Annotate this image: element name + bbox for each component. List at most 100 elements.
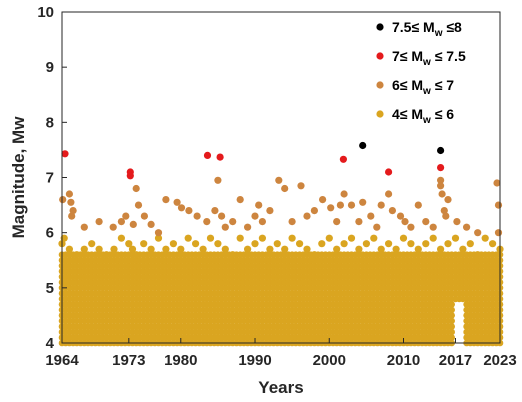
point-6-7 xyxy=(401,218,409,226)
point-6-7 xyxy=(80,223,88,231)
x-tick-label: 2000 xyxy=(313,352,346,369)
point-6-7 xyxy=(211,207,219,215)
legend-marker xyxy=(376,81,384,89)
point-6-7 xyxy=(255,201,263,209)
point-6-7 xyxy=(444,196,452,204)
point-4-6 xyxy=(162,245,170,253)
point-6-7 xyxy=(275,176,283,184)
point-4-6 xyxy=(448,334,456,341)
point-6-7 xyxy=(129,220,137,228)
point-4-6 xyxy=(266,245,274,253)
point-6-7 xyxy=(193,212,201,220)
point-4-6 xyxy=(169,240,177,248)
point-6-7 xyxy=(440,207,448,215)
point-7-7.5 xyxy=(126,172,134,180)
y-tick-label: 10 xyxy=(37,4,54,21)
point-6-7 xyxy=(388,207,396,215)
point-6-7 xyxy=(68,212,76,220)
point-4-6 xyxy=(385,240,393,248)
point-6-7 xyxy=(297,182,305,190)
legend-marker xyxy=(376,23,384,31)
point-7-7.5 xyxy=(203,151,212,159)
point-4-6 xyxy=(437,245,445,253)
point-4-6 xyxy=(340,240,348,248)
y-tick-label: 9 xyxy=(46,59,54,76)
point-6-7 xyxy=(214,176,222,184)
legend-marker xyxy=(376,52,384,60)
point-4-6 xyxy=(73,251,81,259)
point-6-7 xyxy=(414,201,422,209)
point-4-6 xyxy=(448,312,456,319)
point-6-7 xyxy=(396,212,405,220)
point-4-6 xyxy=(448,306,456,314)
point-4-6 xyxy=(489,240,497,248)
point-6-7 xyxy=(493,179,501,187)
point-4-6 xyxy=(466,240,474,248)
point-6-7 xyxy=(453,218,461,226)
point-6-7 xyxy=(438,190,446,198)
point-4-6 xyxy=(258,234,266,242)
point-4-6 xyxy=(214,240,222,248)
point-4-6 xyxy=(88,240,96,248)
point-6-7 xyxy=(385,190,393,198)
point-6-7 xyxy=(463,223,471,231)
point-4-6 xyxy=(407,240,415,248)
point-4-6 xyxy=(125,240,133,248)
point-6-7 xyxy=(132,184,140,193)
point-6-7 xyxy=(251,212,259,220)
point-6-7 xyxy=(162,196,170,204)
point-6-7 xyxy=(177,204,186,212)
legend-label: 7≤ Mw ≤ 7.5 xyxy=(392,48,466,68)
point-6-7 xyxy=(281,184,289,193)
point-4-6 xyxy=(444,240,452,248)
point-6-7 xyxy=(422,218,430,226)
point-4-6 xyxy=(273,240,281,248)
point-6-7 xyxy=(109,223,117,231)
point-4-6 xyxy=(448,317,456,325)
point-6-7 xyxy=(154,229,163,237)
point-4-6 xyxy=(429,234,437,242)
point-4-6 xyxy=(177,245,185,253)
point-6-7 xyxy=(319,196,327,204)
point-4-6 xyxy=(325,234,333,242)
point-6-7 xyxy=(229,218,237,226)
point-4-6 xyxy=(414,245,422,253)
point-7-7.5 xyxy=(437,164,445,172)
x-tick-label: 1973 xyxy=(112,352,145,369)
y-tick-label: 7 xyxy=(46,170,54,187)
point-6-7 xyxy=(310,207,318,215)
point-6-7 xyxy=(355,218,363,226)
point-6-7 xyxy=(288,218,296,226)
point-6-7 xyxy=(147,220,155,228)
point-6-7 xyxy=(340,190,348,198)
point-6-7 xyxy=(203,218,211,226)
point-4-6 xyxy=(147,245,155,253)
point-6-7 xyxy=(442,212,450,220)
point-4-6 xyxy=(310,251,318,259)
point-4-6 xyxy=(110,245,118,253)
x-tick-label: 2023 xyxy=(483,352,516,369)
point-4-6 xyxy=(281,245,289,253)
y-tick-label: 5 xyxy=(46,280,54,297)
point-6-7 xyxy=(303,212,311,220)
point-6-7 xyxy=(67,198,75,206)
point-4-6 xyxy=(448,301,456,308)
legend-label: 7.5≤ Mw ≤8 xyxy=(392,19,462,39)
series-4-6 xyxy=(58,234,504,259)
point-4-6 xyxy=(288,234,296,242)
point-4-6 xyxy=(132,251,140,259)
point-4-6 xyxy=(377,245,385,253)
point-6-7 xyxy=(185,207,193,215)
point-6-7 xyxy=(359,198,367,206)
point-6-7 xyxy=(327,204,335,212)
point-4-6 xyxy=(80,245,88,253)
y-tick-label: 8 xyxy=(46,114,54,131)
x-tick-label: 2010 xyxy=(387,352,420,369)
point-4-6 xyxy=(102,251,111,259)
y-tick-label: 4 xyxy=(46,335,55,352)
point-7-7.5 xyxy=(385,168,393,176)
series-7.5-8 xyxy=(359,141,445,155)
point-6-7 xyxy=(236,196,244,204)
